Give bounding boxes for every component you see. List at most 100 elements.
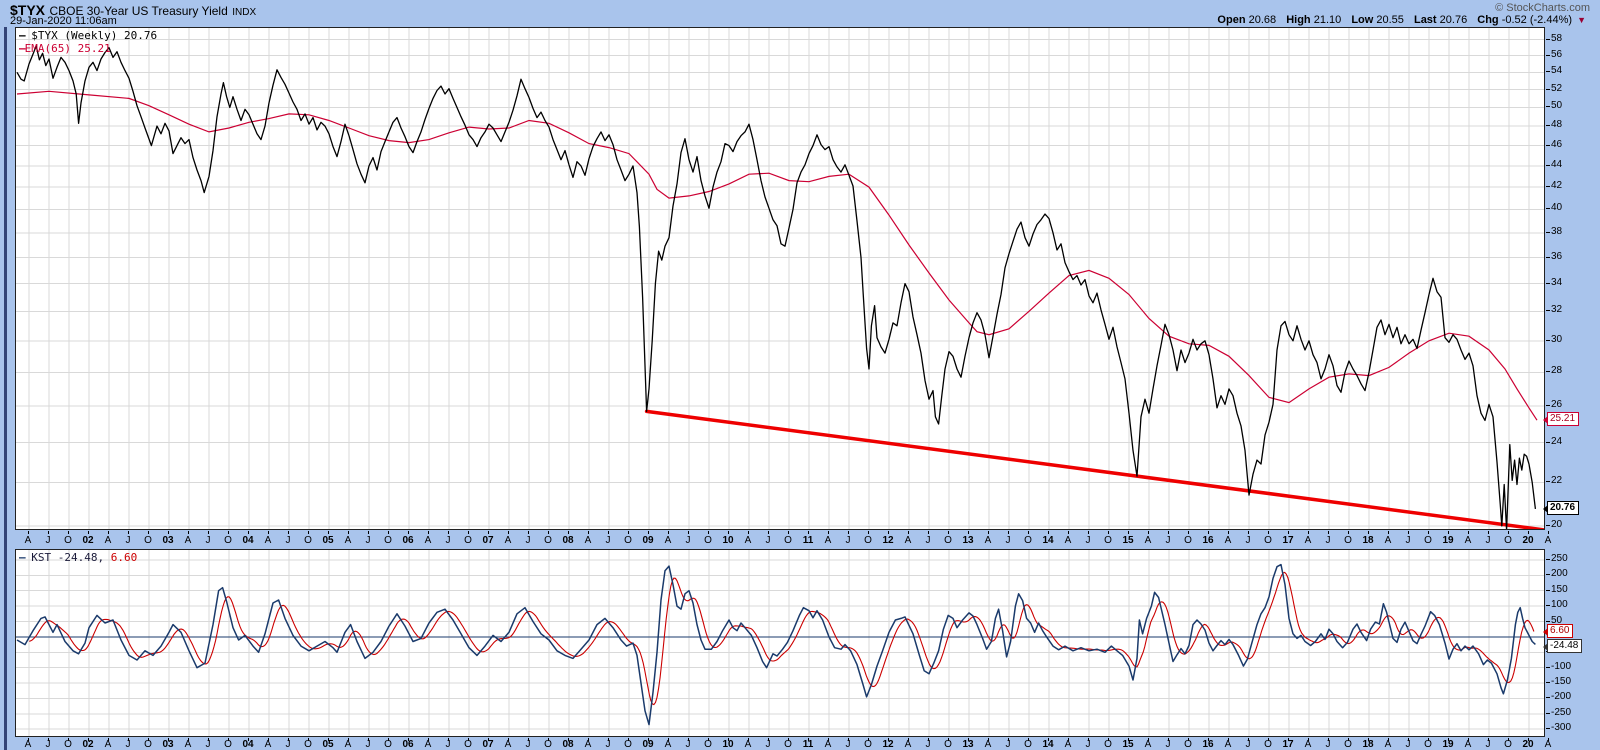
kst-y-axis-tick [1546, 697, 1550, 699]
x-axis-label: 03 [162, 739, 174, 750]
x-axis-tick [1228, 738, 1229, 741]
x-axis-tick [88, 531, 89, 534]
chart-header: $TYX CBOE 30-Year US Treasury Yield INDX [10, 2, 256, 20]
y-axis-label: 54 [1551, 65, 1563, 77]
low-value: 20.55 [1376, 14, 1404, 26]
callout-arrow-icon [1543, 416, 1548, 425]
kst-y-axis-label: 50 [1551, 614, 1563, 626]
x-axis-label: J [925, 535, 931, 546]
y-axis-label: 42 [1551, 180, 1563, 192]
x-axis-label: 16 [1202, 535, 1214, 546]
y-axis-tick [1546, 339, 1550, 341]
x-axis-tick [588, 738, 589, 741]
x-axis-label: A [424, 535, 432, 546]
main-chart-legend: — $TYX (Weekly) 20.76 —EMA(65) 25.21 [19, 29, 157, 55]
x-axis-label: O [784, 535, 792, 546]
main-price-chart [16, 28, 1544, 529]
x-axis-label: 20 [1522, 739, 1534, 750]
x-axis-tick [1508, 738, 1509, 741]
x-axis-tick [1048, 531, 1049, 534]
x-axis-label: 15 [1122, 739, 1134, 750]
x-axis-tick [68, 531, 69, 534]
x-axis-label: J [685, 739, 691, 750]
x-axis-label: O [864, 739, 872, 750]
x-axis-tick [1288, 531, 1289, 534]
x-axis-label: A [584, 739, 592, 750]
x-axis-label: O [464, 535, 472, 546]
last-label: Last [1413, 14, 1437, 26]
x-axis-label: A [504, 739, 512, 750]
x-axis-label: O [864, 535, 872, 546]
x-axis-label: J [205, 535, 211, 546]
x-axis-tick [508, 531, 509, 534]
x-axis-label: O [464, 739, 472, 750]
x-axis-tick [1148, 738, 1149, 741]
x-axis-label: A [24, 535, 32, 546]
y-axis-tick [1546, 54, 1550, 56]
x-axis-tick [728, 531, 729, 534]
x-axis-label: 09 [642, 535, 654, 546]
x-axis-tick [768, 531, 769, 534]
x-axis-tick [1408, 531, 1409, 534]
x-axis-label: O [1184, 739, 1192, 750]
price-legend-label: $TYX (Weekly) 20.76 [31, 29, 158, 42]
x-axis-label: O [1184, 535, 1192, 546]
x-axis-tick [48, 738, 49, 741]
kst-indicator-panel [15, 549, 1545, 737]
x-axis-label: J [285, 535, 291, 546]
chart-datetime: 29-Jan-2020 11:06am [10, 15, 117, 27]
x-axis-tick [308, 738, 309, 741]
x-axis-tick [1188, 738, 1189, 741]
x-axis-tick [328, 738, 329, 741]
y-axis-tick [1546, 144, 1550, 146]
kst-signal-value: 6.60 [110, 551, 138, 564]
x-axis-label: J [445, 535, 451, 546]
x-axis-label: A [1144, 535, 1152, 546]
x-axis-tick [1328, 738, 1329, 741]
x-axis-label: A [264, 739, 272, 750]
x-axis-label: O [144, 739, 152, 750]
x-axis-tick [28, 531, 29, 534]
x-axis-tick [1208, 738, 1209, 741]
x-axis-tick [748, 531, 749, 534]
x-axis-label: 18 [1362, 535, 1374, 546]
ema-value-callout: 25.21 [1543, 412, 1580, 427]
x-axis-label: A [1544, 739, 1552, 750]
x-axis-label: J [1325, 739, 1331, 750]
x-axis-tick [148, 531, 149, 534]
x-axis-label: O [624, 739, 632, 750]
x-axis-tick [1128, 531, 1129, 534]
x-axis-tick [108, 531, 109, 534]
y-axis-tick [1546, 524, 1550, 526]
callout-arrow-icon [1543, 643, 1548, 652]
y-axis-tick [1546, 125, 1550, 127]
x-axis-tick [468, 738, 469, 741]
x-axis-tick [968, 738, 969, 741]
x-axis-label: 07 [482, 739, 494, 750]
x-axis-label: J [1245, 739, 1251, 750]
x-axis-label: A [504, 535, 512, 546]
x-axis-tick [388, 531, 389, 534]
x-axis-label: A [264, 535, 272, 546]
x-axis-label: J [525, 535, 531, 546]
x-axis-label: 14 [1042, 535, 1054, 546]
x-axis-label: A [1144, 739, 1152, 750]
x-axis-tick [1228, 531, 1229, 534]
x-axis-tick [1068, 531, 1069, 534]
x-axis-tick [208, 531, 209, 534]
callout-arrow-icon [1543, 504, 1548, 513]
x-axis-tick [1468, 738, 1469, 741]
x-axis-tick [528, 531, 529, 534]
x-axis-tick [988, 531, 989, 534]
x-axis-tick [228, 738, 229, 741]
x-axis-label: A [344, 535, 352, 546]
x-axis-label: A [984, 535, 992, 546]
x-axis-label: O [144, 535, 152, 546]
kst-y-axis-tick [1546, 728, 1550, 730]
x-axis-label: O [64, 535, 72, 546]
x-axis-label: 14 [1042, 739, 1054, 750]
y-axis-label: 38 [1551, 225, 1563, 237]
x-axis-label: J [605, 739, 611, 750]
x-axis-tick [1468, 531, 1469, 534]
kst-y-axis-label: -300 [1551, 722, 1572, 734]
